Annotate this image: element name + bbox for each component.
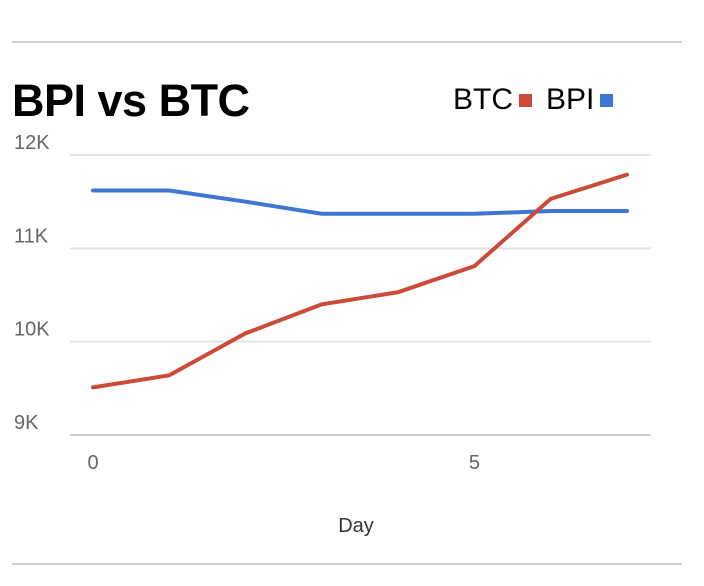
top-divider [12,41,682,43]
legend-label-btc: BTC [453,83,513,116]
legend-label-bpi: BPI [546,83,595,116]
x-tick-label: 5 [469,452,480,474]
gridlines [70,154,651,436]
y-axis-ticks: 9K 10K 11K 12K [14,132,50,434]
legend-swatch-bpi [600,93,614,107]
legend-item-btc: BTC [453,83,532,117]
x-tick-label: 0 [87,452,98,474]
series-lines [91,172,629,390]
legend-swatch-btc [519,93,532,107]
y-tick-label: 11K [14,225,49,247]
bottom-divider [12,563,682,565]
chart-legend: BTC BPI [453,83,627,117]
x-axis-title: Day [338,515,374,537]
series-line-btc [91,172,629,390]
chart-title: BPI vs BTC [12,75,250,126]
legend-item-bpi: BPI [546,83,614,117]
y-tick-label: 9K [14,412,39,434]
y-tick-label: 12K [14,132,50,154]
y-tick-label: 10K [14,319,50,341]
